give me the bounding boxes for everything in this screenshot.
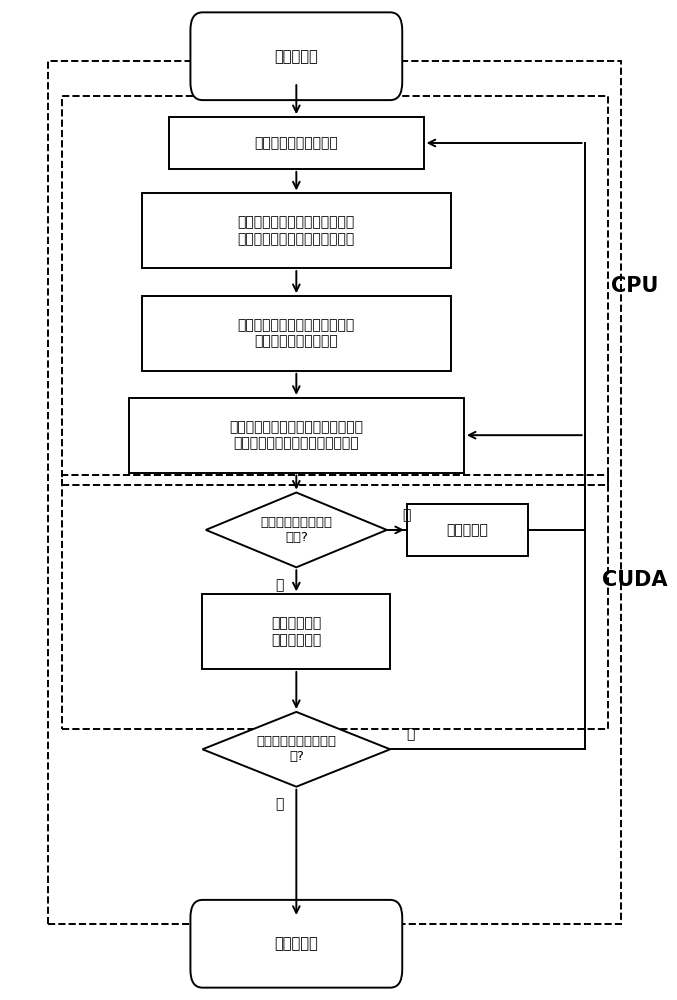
Text: 开启吸引器: 开启吸引器 [274,49,318,64]
Text: 是: 是 [403,508,411,522]
Bar [62,96,608,485]
Bar [202,594,390,669]
Text: 是: 是 [406,727,414,741]
FancyBboxPatch shape [190,12,402,100]
Text: 暂时停止吸血
进入休眠模式: 暂时停止吸血 进入休眠模式 [271,617,322,647]
Text: 将粒子系统数据和吸引力的区域
相关数据拷贝到显存中: 将粒子系统数据和吸引力的区域 相关数据拷贝到显存中 [238,318,355,349]
Bar [129,398,464,473]
Bar [407,504,527,556]
Bar [142,296,450,371]
Bar [62,475,608,729]
Text: 否: 否 [276,578,284,592]
Text: 计算该粒子所受合力及加速度，由此
计算该粒子下一时刻的位置和速度: 计算该粒子所受合力及加速度，由此 计算该粒子下一时刻的位置和速度 [230,420,364,450]
Polygon shape [206,493,387,567]
Text: 下一个粒子: 下一个粒子 [446,523,488,537]
Text: 探测吸引器的有效范围: 探测吸引器的有效范围 [255,136,338,150]
Polygon shape [202,712,390,787]
Text: 是否移动了吸引器的位
置?: 是否移动了吸引器的位 置? [257,735,336,763]
Bar [169,117,424,169]
Text: CPU: CPU [611,276,659,296]
Bar [48,61,621,924]
Text: 为该有效范围划分不同的区域，
并为不同的区域设置不同的吸力: 为该有效范围划分不同的区域， 并为不同的区域设置不同的吸力 [238,216,355,246]
Text: 该有效范围内还有粒
子么?: 该有效范围内还有粒 子么? [261,516,332,544]
Text: 否: 否 [276,798,284,812]
Bar [142,193,450,268]
FancyBboxPatch shape [190,900,402,988]
Text: 关闭吸引器: 关闭吸引器 [274,936,318,951]
Text: CUDA: CUDA [602,570,668,590]
